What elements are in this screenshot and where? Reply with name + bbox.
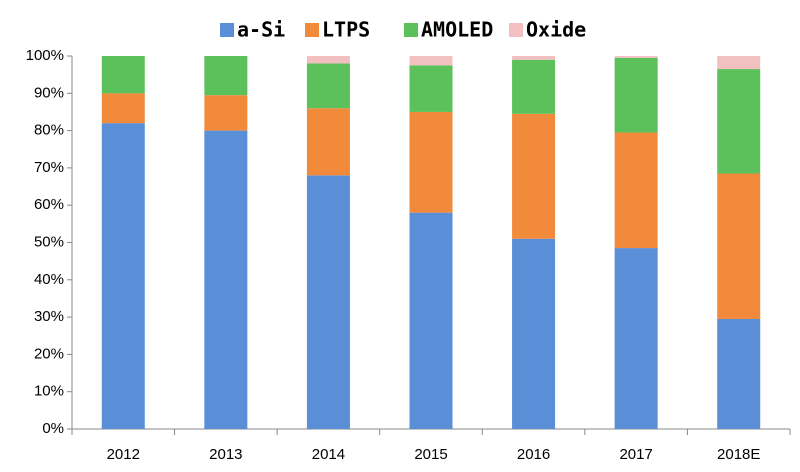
- y-tick-label: 40%: [34, 271, 64, 288]
- bar-segment: [306, 56, 350, 64]
- bar-segment: [101, 56, 145, 94]
- bar-segment: [409, 212, 453, 429]
- bar-segment: [409, 65, 453, 112]
- y-tick-label: 20%: [34, 345, 64, 362]
- bar-segment: [512, 56, 556, 60]
- y-tick-label: 50%: [34, 233, 64, 250]
- bar-segment: [512, 59, 556, 114]
- bar-segment: [614, 57, 658, 133]
- x-tick-label: 2014: [312, 446, 345, 463]
- bar-segment: [306, 108, 350, 176]
- bar-segment: [101, 93, 145, 124]
- x-tick-label: 2017: [619, 446, 652, 463]
- legend-swatch: [305, 23, 319, 37]
- x-tick-label: 2012: [107, 446, 140, 463]
- legend-swatch: [220, 23, 234, 37]
- y-tick-label: 100%: [26, 47, 64, 64]
- bar-segment: [101, 123, 145, 429]
- y-tick-label: 60%: [34, 196, 64, 213]
- bar-segment: [717, 318, 761, 429]
- y-tick-label: 80%: [34, 122, 64, 139]
- bar-segment: [204, 56, 248, 96]
- bar-segment: [614, 248, 658, 429]
- legend-label: AMOLED: [421, 18, 493, 42]
- x-tick-label: 2016: [517, 446, 550, 463]
- bar-segment: [409, 111, 453, 213]
- bar-segment: [717, 173, 761, 319]
- x-tick-label: 2015: [414, 446, 447, 463]
- bar-segment: [306, 175, 350, 429]
- bar-segment: [717, 56, 761, 70]
- bar-segment: [204, 130, 248, 429]
- bar-segment: [717, 69, 761, 174]
- bar-segment: [512, 238, 556, 429]
- legend-swatch: [509, 23, 523, 37]
- legend-label: LTPS: [322, 18, 370, 42]
- y-tick-label: 90%: [34, 84, 64, 101]
- y-tick-label: 30%: [34, 308, 64, 325]
- bar-segment: [512, 113, 556, 239]
- bar-segment: [614, 56, 658, 58]
- legend-label: Oxide: [526, 18, 586, 42]
- bar-segment: [409, 56, 453, 66]
- x-tick-label: 2018E: [717, 446, 760, 463]
- bar-segment: [614, 132, 658, 249]
- legend-swatch: [404, 23, 418, 37]
- legend-label: a-Si: [237, 18, 285, 42]
- y-tick-label: 0%: [42, 420, 64, 437]
- bar-segment: [306, 63, 350, 109]
- y-tick-label: 70%: [34, 159, 64, 176]
- x-tick-label: 2013: [209, 446, 242, 463]
- y-tick-label: 10%: [34, 383, 64, 400]
- bar-segment: [204, 95, 248, 131]
